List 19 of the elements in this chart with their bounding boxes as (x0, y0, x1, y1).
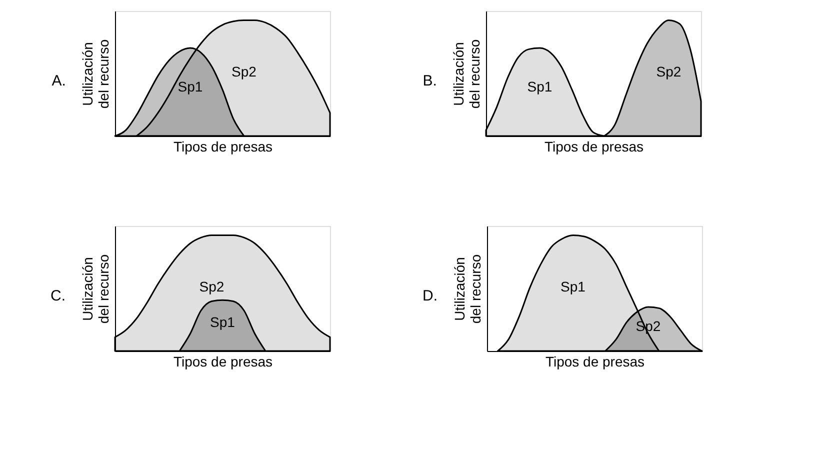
series-label: Sp1 (560, 278, 586, 294)
series-label: Sp2 (232, 63, 257, 80)
y-axis-title: Utilización del recurso (450, 39, 482, 109)
series-label: Sp2 (656, 63, 682, 80)
y-axis-title: Utilización del recurso (80, 254, 112, 324)
x-axis-title: Tipos de presas (545, 354, 645, 370)
text: D. (422, 288, 438, 304)
y-axis-title: Utilización del recurso (452, 254, 484, 324)
text: A. (52, 72, 66, 90)
series-label: Sp1 (527, 78, 552, 95)
text: C. (50, 288, 66, 304)
x-axis-title: Tipos de presas (544, 138, 644, 154)
text: B. (422, 72, 437, 90)
series-label: Sp1 (178, 78, 203, 95)
series-label: Sp2 (199, 278, 224, 294)
x-axis-title: Tipos de presas (173, 354, 273, 370)
series-label: Sp1 (210, 314, 236, 330)
x-axis-title: Tipos de presas (173, 138, 273, 154)
y-axis-title: Utilización del recurso (80, 39, 112, 109)
